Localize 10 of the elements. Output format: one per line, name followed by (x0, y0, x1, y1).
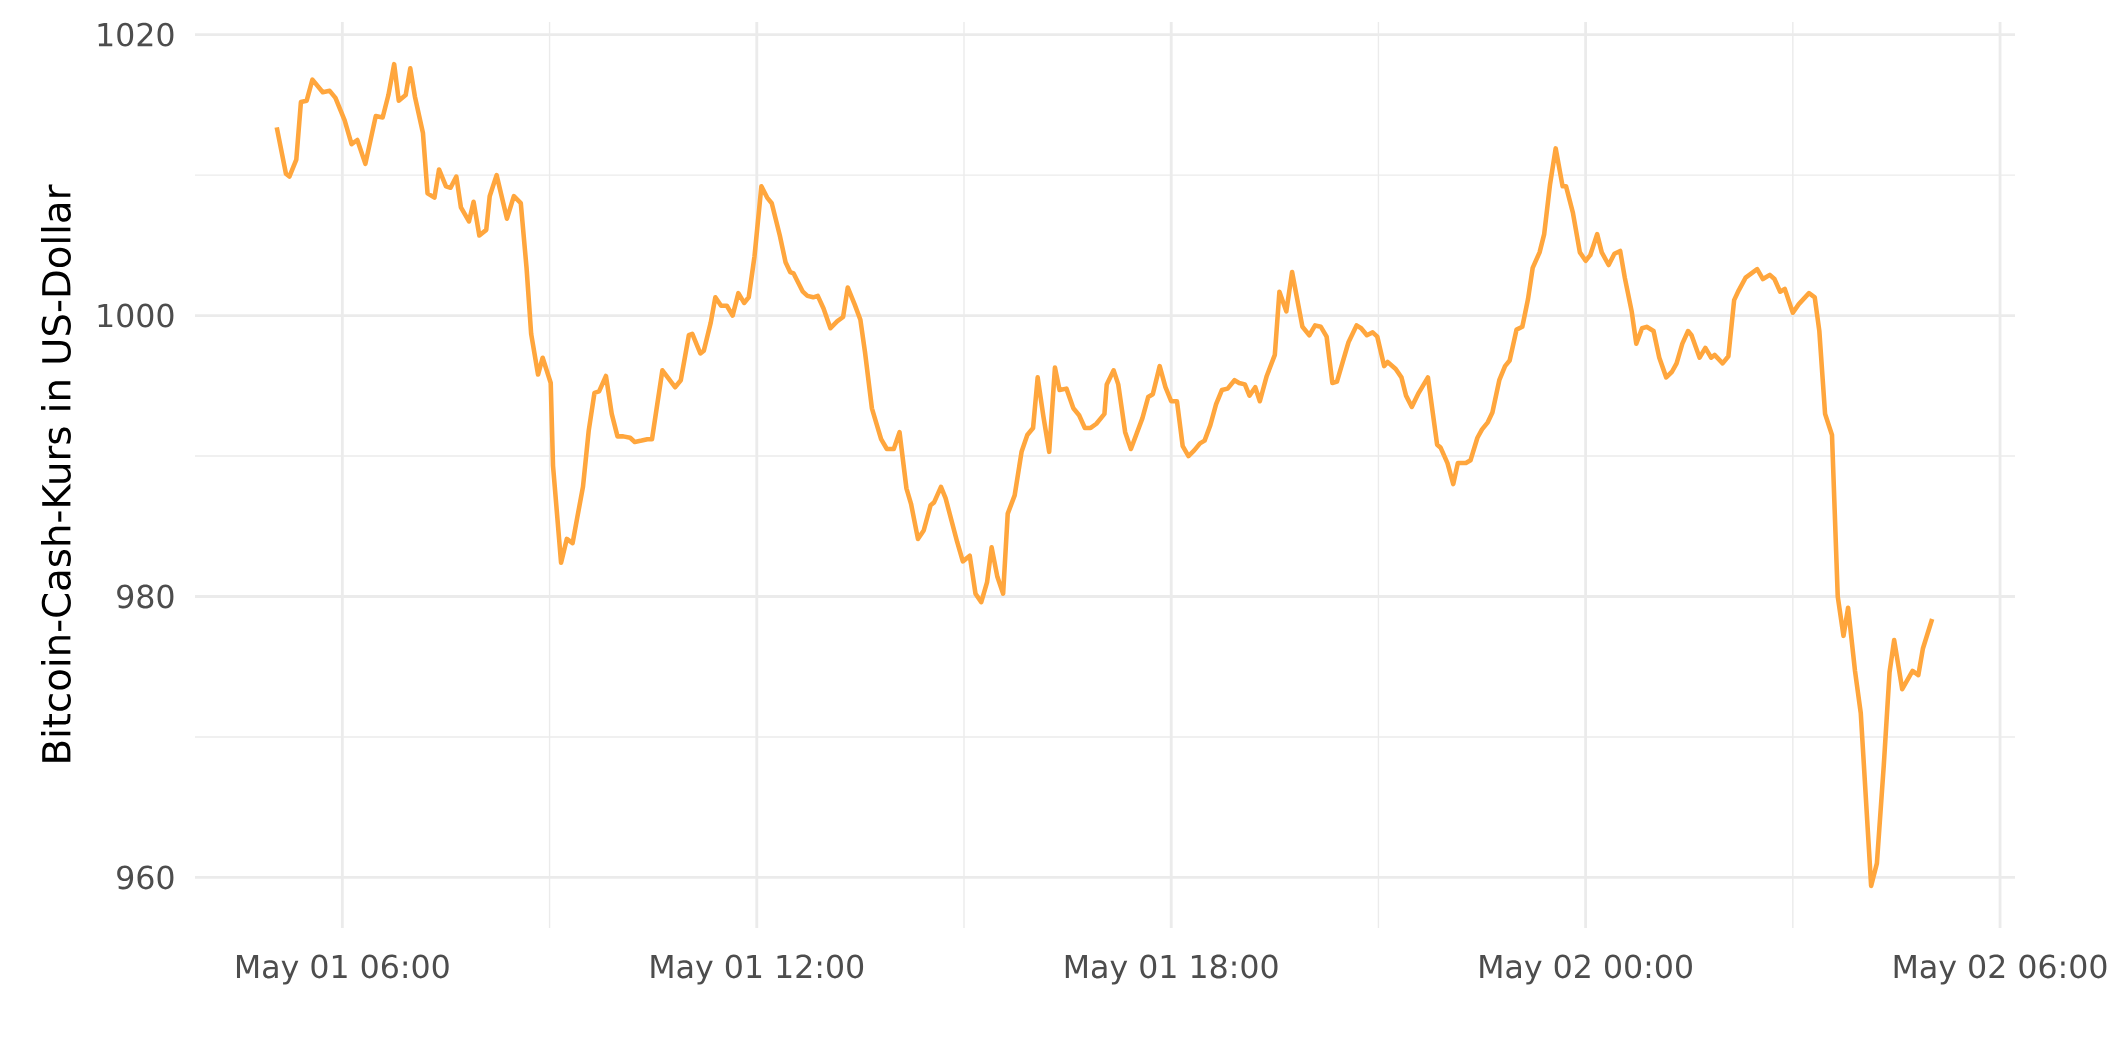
x-tick-label: May 01 18:00 (1065, 954, 1278, 985)
x-tick-label: May 02 06:00 (1894, 954, 2107, 985)
y-tick-label: 960 (117, 865, 174, 890)
x-tick-label: May 01 12:00 (651, 954, 864, 985)
x-tick-label: May 01 06:00 (236, 954, 449, 985)
y-tick-label: 1020 (98, 22, 174, 47)
y-tick-label: 980 (117, 584, 174, 609)
y-axis-title: Bitcoin-Cash-Kurs in US-Dollar (41, 184, 71, 762)
x-tick-label: May 02 00:00 (1480, 954, 1692, 985)
y-tick-label: 1000 (98, 303, 174, 328)
